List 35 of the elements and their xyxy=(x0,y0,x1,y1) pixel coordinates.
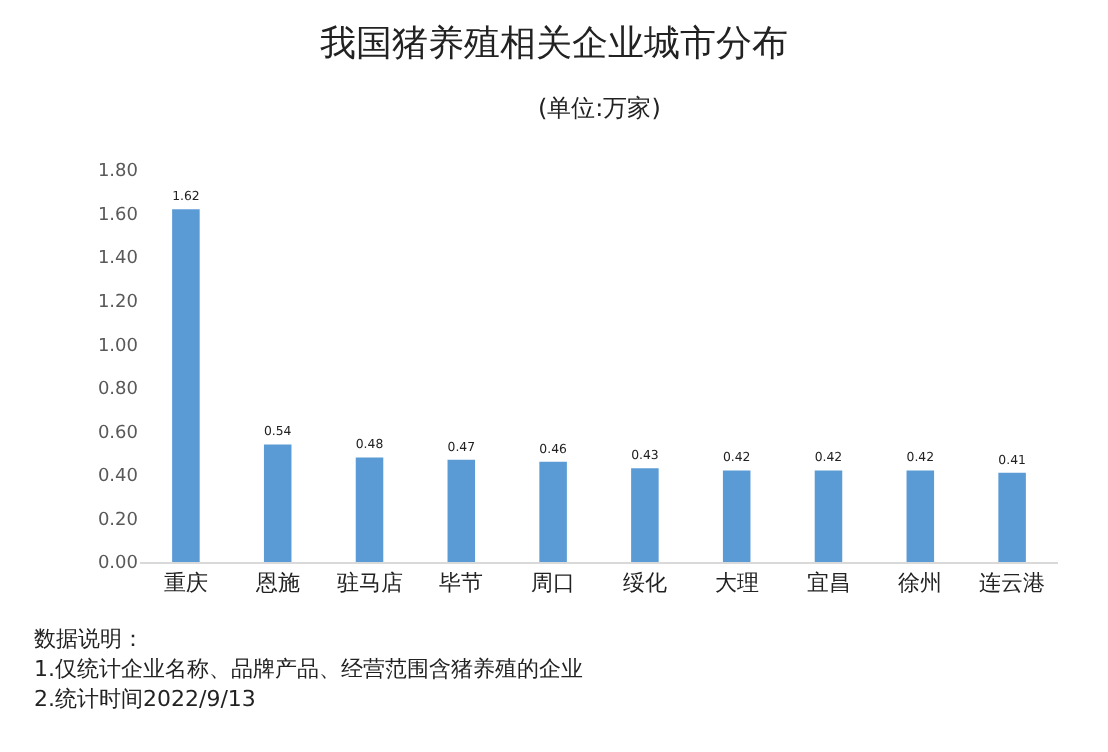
bar xyxy=(722,470,751,562)
text: 1.仅统计企业名称、品牌产品、经营范围含猪养殖的企业 xyxy=(34,656,583,682)
x-tick-label: 毕节 xyxy=(439,570,484,597)
bar xyxy=(263,444,292,562)
x-tick-label: 恩施 xyxy=(253,570,300,597)
y-tick-label: 0.60 xyxy=(97,423,139,444)
bar xyxy=(814,470,843,562)
bar xyxy=(906,470,935,562)
y-tick-label: 0.80 xyxy=(97,380,139,401)
y-tick-label: 1.00 xyxy=(97,336,139,357)
x-tick-label: 周口 xyxy=(531,570,576,597)
x-tick-label: 重庆 xyxy=(163,570,208,597)
text: 数据说明： xyxy=(34,626,144,652)
y-tick-label: 1.40 xyxy=(97,249,139,270)
bar xyxy=(998,472,1026,562)
bar xyxy=(172,209,200,562)
x-tick-label: 连云港 xyxy=(979,570,1046,597)
chart-subtitle: (单位:万家) xyxy=(538,94,661,122)
y-tick-label: 0.20 xyxy=(97,510,139,531)
chart-title: 我国猪养殖相关企业城市分布 xyxy=(320,23,788,66)
x-tick-label: 宜昌 xyxy=(806,570,851,597)
y-tick-label: 0.00 xyxy=(97,554,139,575)
text: 2.统计时间2022/9/13 xyxy=(34,686,256,712)
x-tick-label: 大理 xyxy=(714,570,759,597)
y-tick-label: 1.60 xyxy=(97,205,139,226)
x-tick-label: 绥化 xyxy=(622,570,667,597)
x-tick-label: 驻马店 xyxy=(336,570,403,597)
y-tick-label: 1.80 xyxy=(97,162,139,183)
y-tick-label: 1.20 xyxy=(97,292,139,313)
y-tick-label: 0.40 xyxy=(97,467,139,488)
bar xyxy=(631,468,659,562)
x-tick-label: 徐州 xyxy=(898,570,943,597)
bar xyxy=(447,459,476,562)
bar xyxy=(355,457,384,562)
bar xyxy=(539,461,567,562)
